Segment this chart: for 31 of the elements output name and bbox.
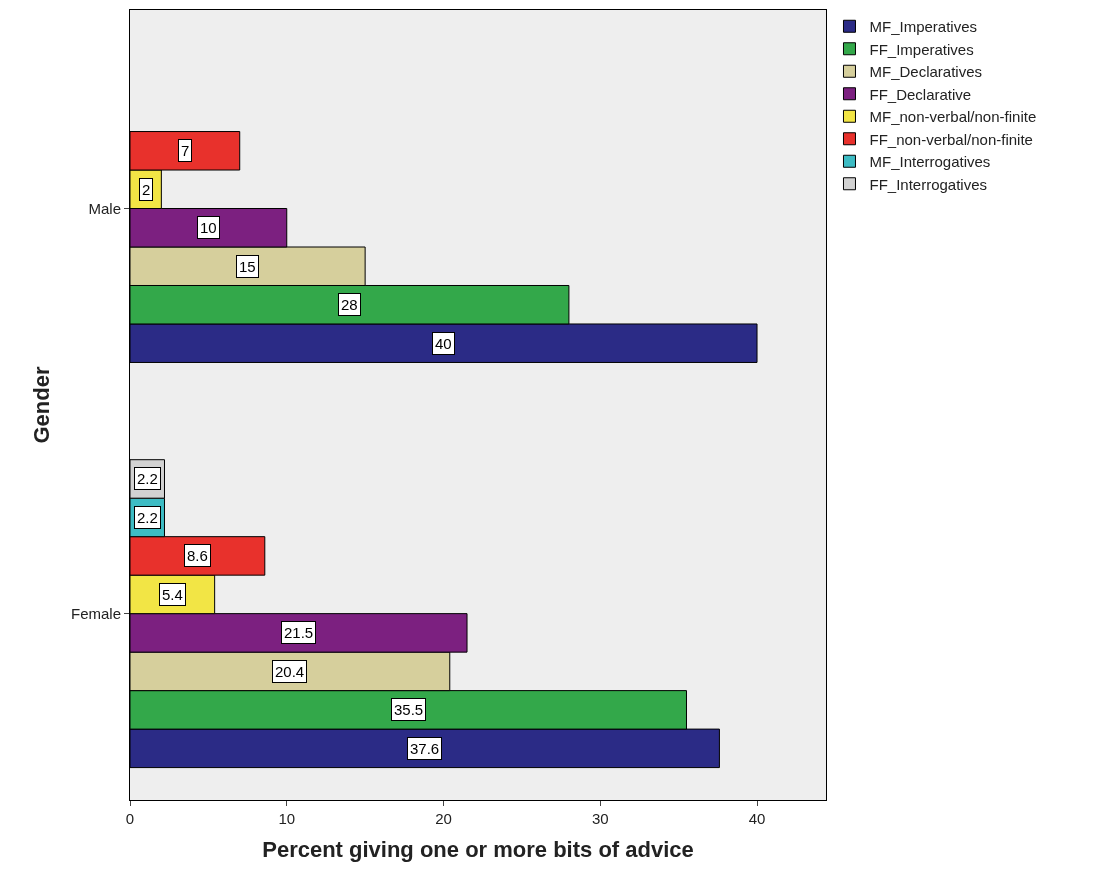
x-tick-label: 0 bbox=[125, 810, 135, 827]
x-tick-label: 10 bbox=[278, 810, 296, 827]
y-tick-label: Female bbox=[70, 604, 121, 622]
legend-label: MF_Interrogatives bbox=[869, 153, 991, 171]
legend-label: MF_non-verbal/non-finite bbox=[869, 108, 1037, 126]
legend-label: MF_Imperatives bbox=[869, 18, 978, 36]
data-label: 20.4 bbox=[275, 663, 305, 680]
data-label: 10 bbox=[200, 219, 217, 236]
x-tick-label: 20 bbox=[435, 810, 452, 827]
data-label: 37.6 bbox=[410, 740, 440, 757]
x-tick-label: 30 bbox=[591, 810, 609, 827]
legend-label: FF_Imperatives bbox=[869, 40, 974, 58]
data-label: 8.6 bbox=[187, 547, 208, 564]
data-label: 2.2 bbox=[137, 509, 158, 526]
data-label: 35.5 bbox=[394, 701, 424, 718]
data-label: 2 bbox=[142, 181, 151, 198]
y-tick-label: Male bbox=[88, 199, 121, 217]
legend-label: FF_Interrogatives bbox=[869, 175, 988, 193]
legend-label: MF_Declaratives bbox=[869, 63, 983, 81]
data-label: 15 bbox=[239, 258, 256, 275]
x-tick-label: 40 bbox=[748, 810, 766, 827]
x-axis-title: Percent giving one or more bits of advice bbox=[262, 836, 694, 862]
data-label: 2.2 bbox=[137, 470, 158, 487]
data-label: 7 bbox=[181, 142, 190, 159]
data-label: 40 bbox=[435, 335, 452, 352]
legend-label: FF_Declarative bbox=[869, 85, 972, 103]
data-label: 21.5 bbox=[284, 624, 314, 641]
data-label: 5.4 bbox=[162, 586, 183, 603]
data-label: 28 bbox=[341, 296, 358, 313]
legend-label: FF_non-verbal/non-finite bbox=[869, 130, 1033, 148]
y-axis-title: Gender bbox=[28, 366, 54, 444]
